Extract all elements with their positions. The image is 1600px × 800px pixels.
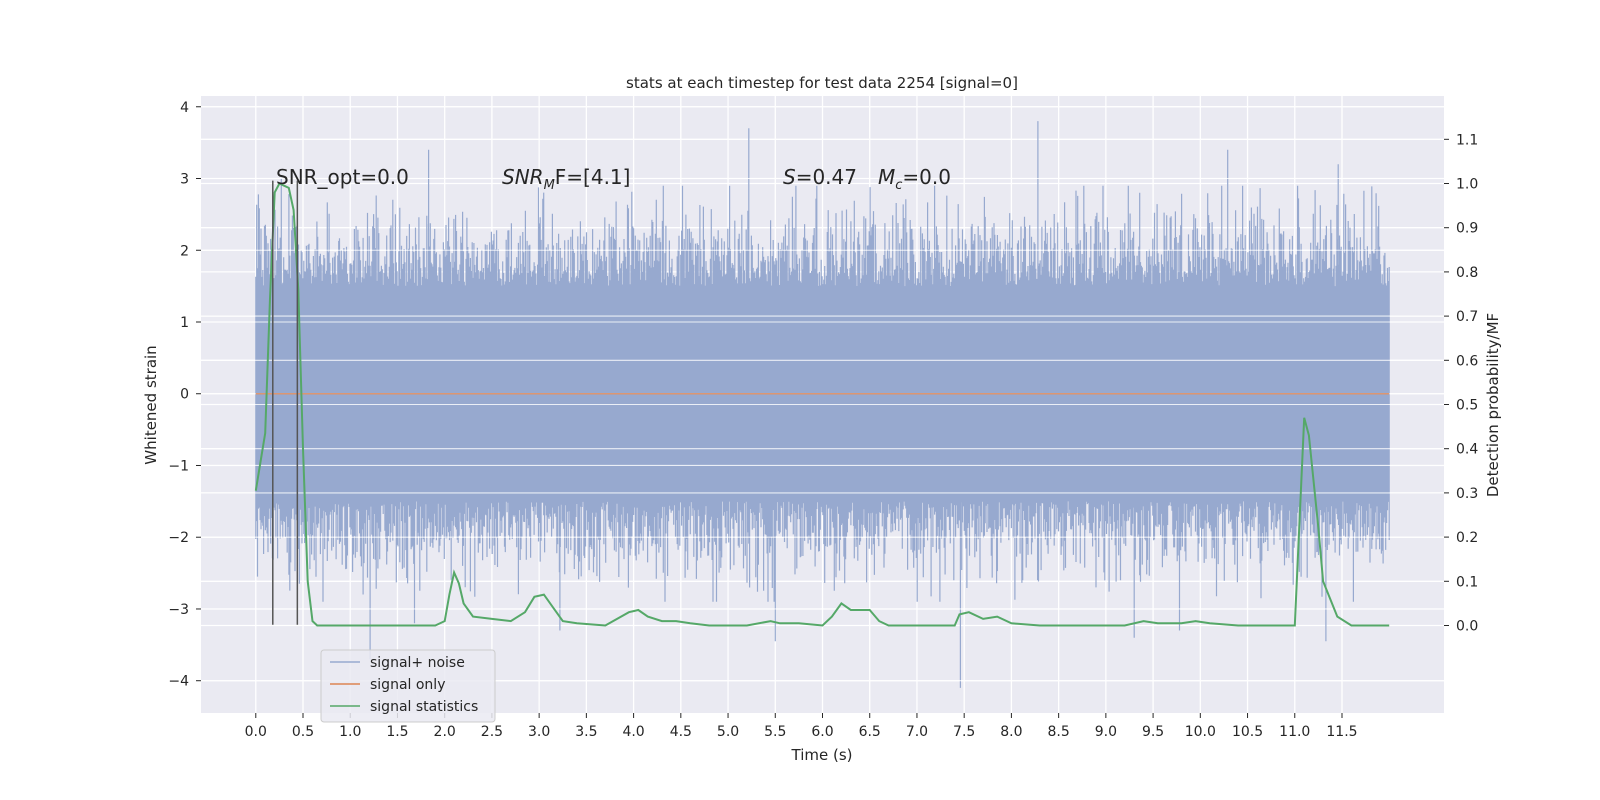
y-tick-label: 1 [180,315,189,331]
x-tick-label: 0.5 [292,724,314,740]
y2-tick-label: 0.0 [1456,618,1478,634]
x-tick-label: 1.5 [386,724,408,740]
annotation-snr-mf-base: SNR [502,165,544,189]
signal-statistics-line [254,182,1390,627]
marker-lines [272,180,299,625]
y2-tick-label: 0.3 [1456,486,1478,502]
x-tick-label: 5.5 [764,724,786,740]
y2-tick-label: 1.1 [1456,132,1478,148]
y2-tick-label: 0.2 [1456,530,1478,546]
noise-trace [255,121,1390,688]
x-tick-label: 5.0 [717,724,739,740]
legend: signal+ noise signal only signal statist… [320,649,496,723]
x-tick-label: 9.5 [1142,724,1164,740]
annotation-snr-mf-rest: F=[4.1] [555,165,631,189]
legend-label-signal-plus-noise: signal+ noise [370,655,465,671]
chart-title: stats at each timestep for test data 225… [626,74,1018,92]
legend-label-signal-only: signal only [370,677,445,693]
y-tick-label: −3 [168,602,189,618]
y-tick-label: 3 [180,172,189,188]
y2-tick-label: 0.6 [1456,353,1478,369]
y2-tick-label: 0.5 [1456,398,1478,414]
x-tick-label: 10.0 [1185,724,1216,740]
y2-tick-label: 0.1 [1456,574,1478,590]
x-tick-label: 2.5 [481,724,503,740]
y-axis-label: Whitened strain [142,345,160,464]
x-axis-label: Time (s) [791,746,853,764]
x-tick-label: 3.5 [575,724,597,740]
x-tick-label: 8.0 [1000,724,1022,740]
annotation-snr-opt: SNR_opt=0.0 [276,165,409,189]
x-tick-label: 9.0 [1095,724,1117,740]
series-lines [254,182,1390,627]
y2-tick-label: 0.4 [1456,442,1478,458]
y2-tick-label: 1.0 [1456,177,1478,193]
x-tick-label: 8.5 [1047,724,1069,740]
y-tick-label: −2 [168,530,189,546]
y-tick-label: −4 [168,674,189,690]
x-tick-label: 11.0 [1279,724,1310,740]
x-tick-label: 4.0 [622,724,644,740]
y2-tick-label: 0.7 [1456,309,1478,325]
annotation-mc-rest: =0.0 [902,165,951,189]
x-tick-label: 6.0 [811,724,833,740]
annotation-snr-mf-sub: M [544,178,555,193]
y2-axis-label: Detection probability/MF [1484,313,1502,497]
annotation-mc-base: M [878,165,895,189]
y-tick-label: 4 [180,100,189,116]
y-tick-label: 2 [180,243,189,259]
legend-label-signal-statistics: signal statistics [370,699,478,715]
x-tick-label: 11.5 [1326,724,1357,740]
x-tick-label: 2.0 [434,724,456,740]
annotation-s-label: S [783,165,796,189]
x-tick-label: 7.5 [953,724,975,740]
y2-tick-label: 0.9 [1456,221,1478,237]
annotation-s: S=0.47 [783,165,857,189]
x-tick-label: 0.0 [245,724,267,740]
x-tick-label: 3.0 [528,724,550,740]
x-tick-label: 6.5 [859,724,881,740]
y-tick-label: 0 [180,387,189,403]
x-tick-label: 10.5 [1232,724,1263,740]
annotation-mc: Mc=0.0 [878,165,951,193]
x-tick-label: 4.5 [670,724,692,740]
y-tick-label: −1 [168,458,189,474]
annotation-s-rest: =0.47 [796,165,857,189]
x-tick-label: 1.0 [339,724,361,740]
y2-tick-label: 0.8 [1456,265,1478,281]
axis-ticks: 0.0 0.5 1.0 1.5 2.0 2.5 3.0 3.5 4.0 4.5 5.0 5.5 6.0 6… [168,100,1478,740]
annotation-snr-mf: SNRMF=[4.1] [502,165,630,193]
annotation-mc-sub: c [895,178,902,193]
legend-box [320,649,496,723]
x-tick-label: 7.0 [906,724,928,740]
